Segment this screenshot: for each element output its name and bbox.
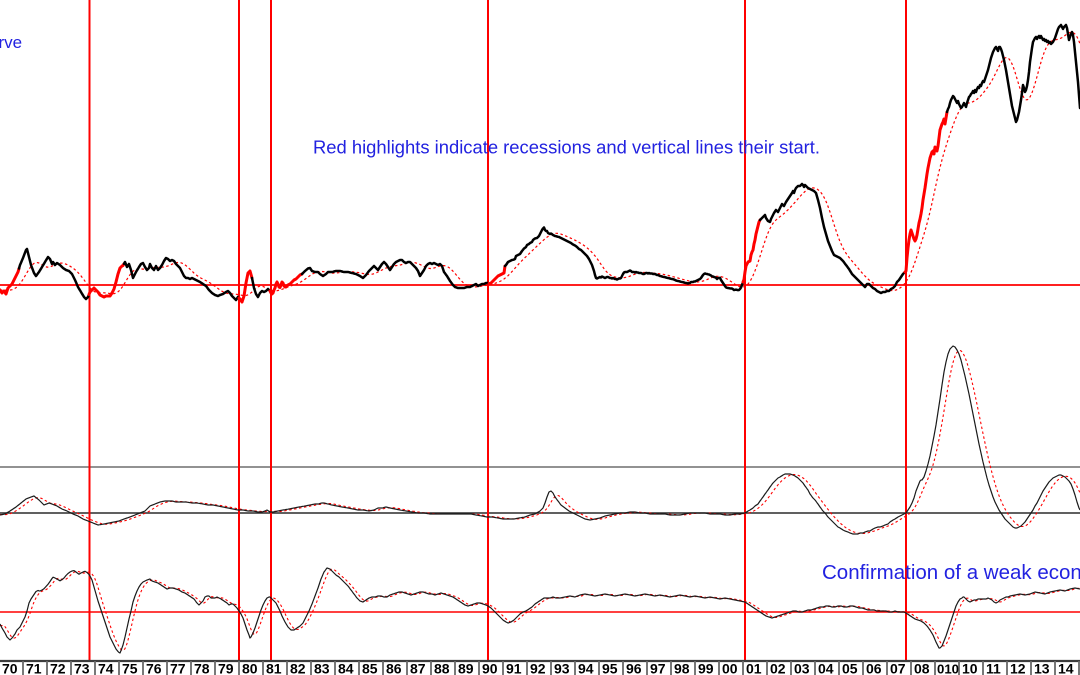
svg-text:010: 010 — [937, 662, 959, 675]
svg-text:07: 07 — [890, 661, 906, 675]
svg-text:12: 12 — [1010, 661, 1026, 675]
svg-text:72: 72 — [50, 661, 66, 675]
svg-text:86: 86 — [386, 661, 402, 675]
svg-text:81: 81 — [266, 661, 282, 675]
svg-text:80: 80 — [242, 661, 258, 675]
svg-text:79: 79 — [218, 661, 234, 675]
svg-text:90: 90 — [482, 661, 498, 675]
svg-text:08: 08 — [914, 661, 930, 675]
svg-text:03: 03 — [794, 661, 810, 675]
svg-text:10: 10 — [962, 661, 978, 675]
svg-text:87: 87 — [410, 661, 426, 675]
svg-text:13: 13 — [1034, 661, 1050, 675]
svg-text:rve: rve — [0, 33, 22, 52]
svg-text:78: 78 — [194, 661, 210, 675]
svg-text:85: 85 — [362, 661, 378, 675]
svg-text:94: 94 — [578, 661, 594, 675]
svg-text:Red highlights indicate recess: Red highlights indicate recessions and v… — [313, 137, 820, 158]
svg-text:06: 06 — [866, 661, 882, 675]
svg-text:84: 84 — [338, 661, 354, 675]
svg-text:91: 91 — [506, 661, 522, 675]
svg-text:99: 99 — [698, 661, 714, 675]
svg-text:73: 73 — [74, 661, 90, 675]
svg-text:89: 89 — [458, 661, 474, 675]
svg-text:95: 95 — [602, 661, 618, 675]
svg-text:75: 75 — [122, 661, 138, 675]
svg-text:14: 14 — [1058, 661, 1074, 675]
svg-text:04: 04 — [818, 661, 834, 675]
svg-text:70: 70 — [2, 661, 18, 675]
svg-text:02: 02 — [770, 661, 786, 675]
svg-text:74: 74 — [98, 661, 114, 675]
svg-text:76: 76 — [146, 661, 162, 675]
svg-text:77: 77 — [170, 661, 186, 675]
svg-text:83: 83 — [314, 661, 330, 675]
svg-text:96: 96 — [626, 661, 642, 675]
svg-text:93: 93 — [554, 661, 570, 675]
svg-text:82: 82 — [290, 661, 306, 675]
svg-text:88: 88 — [434, 661, 450, 675]
svg-text:71: 71 — [26, 661, 42, 675]
svg-text:01: 01 — [746, 661, 762, 675]
svg-text:Confirmation of a weak economy: Confirmation of a weak economy — [822, 561, 1080, 584]
svg-text:00: 00 — [722, 661, 738, 675]
svg-text:11: 11 — [986, 661, 1001, 675]
svg-text:05: 05 — [842, 661, 858, 675]
svg-text:97: 97 — [650, 661, 666, 675]
svg-text:98: 98 — [674, 661, 690, 675]
svg-text:92: 92 — [530, 661, 546, 675]
